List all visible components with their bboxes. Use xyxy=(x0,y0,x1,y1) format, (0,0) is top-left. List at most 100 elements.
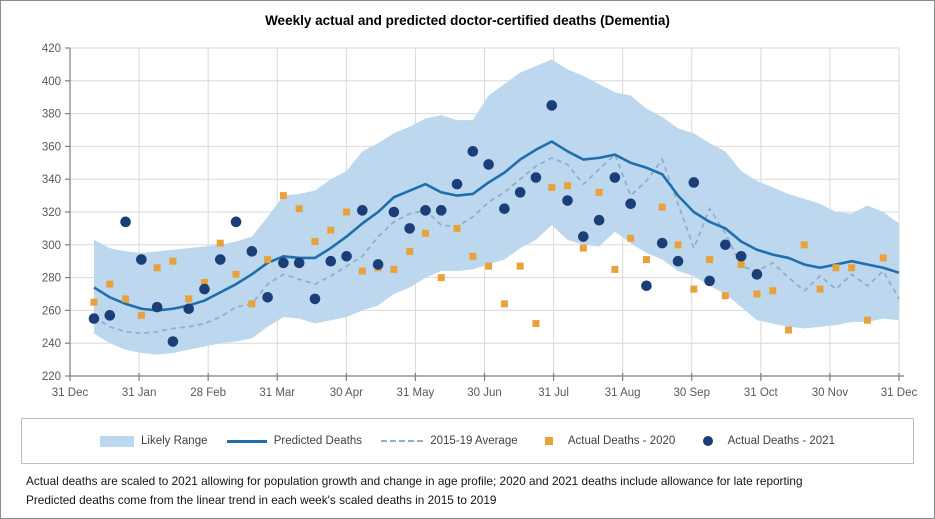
svg-text:380: 380 xyxy=(42,109,61,121)
actual-2020-point xyxy=(816,285,824,293)
likely-range-band xyxy=(94,59,899,355)
actual-2021-point xyxy=(278,257,289,269)
actual-2020-point xyxy=(185,295,193,303)
actual-2020-point xyxy=(532,320,540,328)
actual-2021-point xyxy=(214,254,226,265)
svg-text:300: 300 xyxy=(42,240,61,252)
average-2015-19-line xyxy=(93,153,900,335)
actual-2021-point xyxy=(467,146,479,157)
predicted-line-swatch-icon xyxy=(226,439,267,443)
actual-2020-point xyxy=(216,239,224,247)
svg-text:320: 320 xyxy=(42,207,61,219)
actual-2020-point xyxy=(753,290,761,298)
actual-2021-point xyxy=(625,198,636,210)
actual-2020-point xyxy=(153,264,161,272)
svg-text:31 Dec: 31 Dec xyxy=(881,387,918,399)
svg-text:340: 340 xyxy=(42,174,61,186)
actual-2021-point xyxy=(641,280,652,292)
actual-2021-point xyxy=(388,206,400,218)
actual-2020-point xyxy=(343,208,351,216)
actual-2021-point xyxy=(88,313,100,324)
actual-2021-point xyxy=(183,303,195,315)
actual-2021-point xyxy=(420,205,431,216)
svg-text:31 Mar: 31 Mar xyxy=(259,387,295,399)
chart-footnotes: Actual deaths are scaled to 2021 allowin… xyxy=(26,472,803,510)
svg-text:240: 240 xyxy=(42,338,61,350)
actual-2021-point xyxy=(404,223,415,234)
svg-text:31 Dec: 31 Dec xyxy=(52,387,89,399)
actual-2020-point xyxy=(390,265,398,273)
actual-2021-point xyxy=(514,187,526,198)
actual-2020-point xyxy=(264,256,272,264)
actual-2021-point xyxy=(562,195,573,206)
actual-2020-point xyxy=(863,316,871,324)
y-axis-labels: 220 240 260 280 300 320 340 360 380 400 420 xyxy=(42,43,61,383)
actual-2020-point xyxy=(437,274,445,282)
actual-2020-point xyxy=(800,241,808,249)
actual-2020-point xyxy=(848,264,856,272)
actual-2021-point xyxy=(688,177,700,188)
chart-legend: Likely Range Predicted Deaths 2015-19 Av… xyxy=(21,418,914,464)
actual-2020-point xyxy=(137,311,145,319)
x-axis-labels: 31 Dec 31 Jan 28 Feb 31 Mar 30 Apr 31 May 30 J… xyxy=(52,387,918,399)
actual-2021-point xyxy=(309,293,321,305)
actual-2021-point xyxy=(325,255,337,267)
actual-2020-point xyxy=(327,226,335,234)
svg-text:30 Apr: 30 Apr xyxy=(330,387,363,399)
actual-2021-point xyxy=(120,216,131,228)
predicted-deaths-line xyxy=(93,140,900,312)
actual-2020-point xyxy=(200,279,208,287)
svg-text:31 May: 31 May xyxy=(397,387,435,399)
actual-2021-point xyxy=(546,100,558,111)
svg-text:31 Oct: 31 Oct xyxy=(744,387,779,399)
svg-text:260: 260 xyxy=(42,305,61,317)
actual-2020-point xyxy=(737,260,745,268)
svg-text:31 Aug: 31 Aug xyxy=(605,387,641,399)
actual-2021-point xyxy=(578,231,589,242)
svg-text:400: 400 xyxy=(42,76,61,88)
actual-2020-square-icon xyxy=(544,437,553,445)
actual-2021-circle-icon xyxy=(702,436,713,446)
actual-2020-point xyxy=(358,267,366,275)
actual-2020-point xyxy=(500,300,508,308)
actual-2020-point xyxy=(769,287,777,295)
actual-2021-point xyxy=(357,205,368,216)
legend-label: Predicted Deaths xyxy=(273,435,362,447)
actual-2020-point xyxy=(832,264,840,272)
svg-text:420: 420 xyxy=(42,43,61,55)
actual-2021-point xyxy=(704,275,715,287)
actual-2021-point xyxy=(151,301,163,313)
actual-2020-point xyxy=(658,203,666,211)
actual-2020-point xyxy=(169,257,177,265)
svg-text:28 Feb: 28 Feb xyxy=(190,387,226,399)
actual-2021-point xyxy=(609,172,621,183)
actual-2021-point xyxy=(735,250,747,262)
actual-2021-point xyxy=(593,214,605,226)
actual-2021-point xyxy=(104,310,116,321)
actual-2020-point xyxy=(611,265,619,273)
actual-2021-point xyxy=(372,259,384,270)
actual-2020-point xyxy=(248,300,256,308)
actual-2020-point xyxy=(579,244,587,252)
actual-2020-point xyxy=(721,292,729,300)
actual-2021-point xyxy=(262,291,273,303)
svg-text:30 Sep: 30 Sep xyxy=(674,387,710,399)
actual-2021-point xyxy=(435,205,447,216)
actual-2020-point xyxy=(485,262,493,270)
actual-2020-point xyxy=(90,298,98,306)
actual-2021-points xyxy=(88,100,763,347)
legend-item-actual-2020: Actual Deaths - 2020 xyxy=(537,435,675,447)
actual-2021-point xyxy=(656,237,668,249)
actual-2020-point xyxy=(642,256,650,264)
actual-2020-point xyxy=(469,252,477,260)
legend-label: Actual Deaths - 2021 xyxy=(727,435,835,447)
footnote-line-2: Predicted deaths come from the linear tr… xyxy=(26,493,497,507)
actual-2021-point xyxy=(720,239,731,251)
svg-text:360: 360 xyxy=(42,141,61,153)
legend-item-likely-range: Likely Range xyxy=(100,435,207,447)
actual-2020-point xyxy=(516,262,524,270)
legend-item-predicted-deaths: Predicted Deaths xyxy=(226,435,362,447)
actual-2021-point xyxy=(167,336,179,347)
legend-item-actual-2021: Actual Deaths - 2021 xyxy=(695,435,835,447)
